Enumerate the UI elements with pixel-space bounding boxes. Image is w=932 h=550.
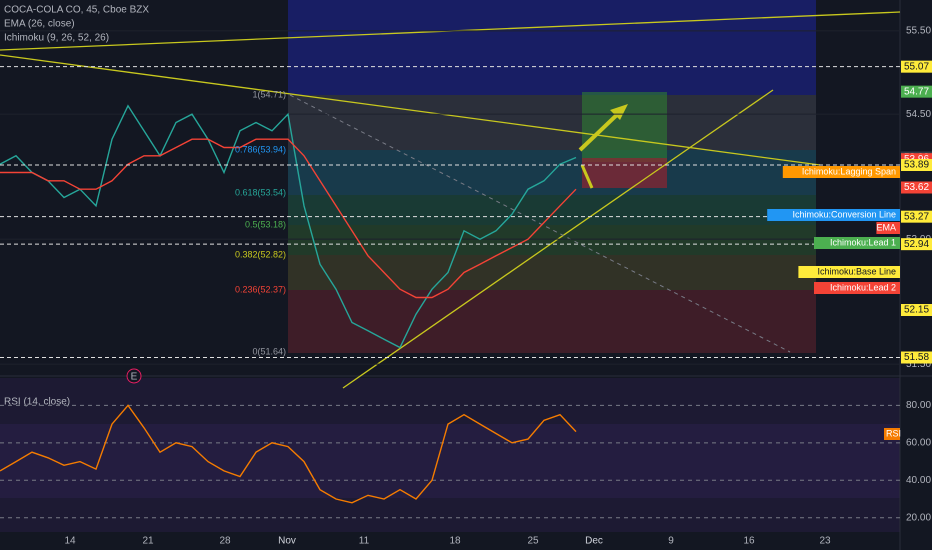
price-label-box <box>901 210 932 223</box>
series-line <box>0 138 577 299</box>
y-tick-label: 80.00 <box>906 400 931 411</box>
fib-label: 1(54.71) <box>252 89 286 99</box>
fib-label: 0.786(53.94) <box>235 144 286 154</box>
indicator-tag-box <box>876 222 900 234</box>
price-label-box <box>901 60 932 73</box>
price-label: 53.27 <box>904 211 929 222</box>
price-label: 53.89 <box>904 160 929 171</box>
fib-label: 0.5(53.18) <box>245 219 286 229</box>
y-tick-label: 51.50 <box>906 359 931 370</box>
price-label: 52.94 <box>904 239 929 250</box>
price-label-box <box>901 238 932 251</box>
fib-zone <box>288 95 816 150</box>
price-label-box <box>901 351 932 364</box>
x-tick-label: 14 <box>64 536 76 547</box>
trendline <box>289 94 791 353</box>
indicator-tag: Ichimoku:Lead 1 <box>830 237 896 247</box>
rsi-band <box>0 424 900 498</box>
price-label-box <box>901 304 932 316</box>
x-tick-label: Nov <box>278 536 296 547</box>
fib-zone <box>288 225 816 255</box>
y-tick-label: 60.00 <box>906 437 931 448</box>
indicator-tag: RSI <box>886 428 901 438</box>
fib-label: 0(51.64) <box>252 346 286 356</box>
price-label-box <box>901 159 932 171</box>
x-tick-label: 23 <box>819 536 831 547</box>
indicator-tag: Ichimoku:Conversion Line <box>792 209 896 219</box>
arrow <box>578 108 624 152</box>
price-label-box <box>901 181 932 194</box>
price-label: 53.62 <box>904 182 929 193</box>
indicator-tag-box <box>782 166 900 178</box>
indicator-tag: Ichimoku:Lagging Span <box>802 166 896 176</box>
fib-label: 0.382(52.82) <box>235 249 286 259</box>
fib-zone <box>288 195 816 225</box>
x-tick-label: Dec <box>585 536 603 547</box>
event-marker <box>126 368 142 384</box>
indicator-tag-box <box>814 237 900 249</box>
fib-label: 0.236(52.37) <box>235 284 286 294</box>
x-tick-label: 25 <box>527 536 539 547</box>
y-tick-label: 40.00 <box>906 475 931 486</box>
rsi-title: RSI (14, close) <box>4 397 70 408</box>
indicator-tag: Ichimoku:Base Line <box>817 266 896 276</box>
indicator-tag-box <box>814 282 900 294</box>
indicator-tag-box <box>798 266 900 278</box>
x-tick-label: 21 <box>142 536 154 547</box>
series-line <box>0 104 577 349</box>
indicator-tag: Ichimoku:Lead 2 <box>830 282 896 292</box>
indicator-tag-box <box>884 428 900 440</box>
price-label: 51.58 <box>904 352 929 363</box>
indicator-label: Ichimoku (9, 26, 52, 26) <box>4 33 109 44</box>
arrow <box>580 164 594 189</box>
indicator-tag-box <box>767 209 900 221</box>
y-tick-label: 54.50 <box>906 109 931 120</box>
event-label: E <box>131 372 138 383</box>
y-tick-label: 55.50 <box>906 25 931 36</box>
price-label: 52.15 <box>904 305 929 316</box>
price-label-box <box>901 85 932 98</box>
price-label: 54.77 <box>904 86 929 97</box>
price-label: 55.07 <box>904 61 929 72</box>
series-line <box>0 404 577 504</box>
x-tick-label: 16 <box>743 536 755 547</box>
y-tick-label: 20.00 <box>906 512 931 523</box>
chart-title: COCA-COLA CO, 45, Cboe BZX <box>4 5 149 16</box>
x-tick-label: 11 <box>359 536 370 547</box>
fib-label: 0.618(53.54) <box>235 187 286 197</box>
indicator-label: EMA (26, close) <box>4 19 75 30</box>
trendline <box>0 54 821 166</box>
x-tick-label: 18 <box>449 536 461 547</box>
arrow-head <box>610 104 628 120</box>
fib-zone <box>288 290 816 353</box>
x-tick-label: 28 <box>219 536 231 547</box>
fib-zone <box>288 255 816 290</box>
x-tick-label: 9 <box>668 536 674 547</box>
indicator-tag: EMA <box>876 222 896 232</box>
target-zone <box>582 92 667 162</box>
zone <box>288 0 816 95</box>
